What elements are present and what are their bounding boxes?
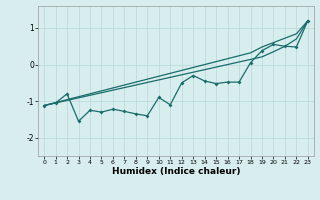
X-axis label: Humidex (Indice chaleur): Humidex (Indice chaleur): [112, 167, 240, 176]
